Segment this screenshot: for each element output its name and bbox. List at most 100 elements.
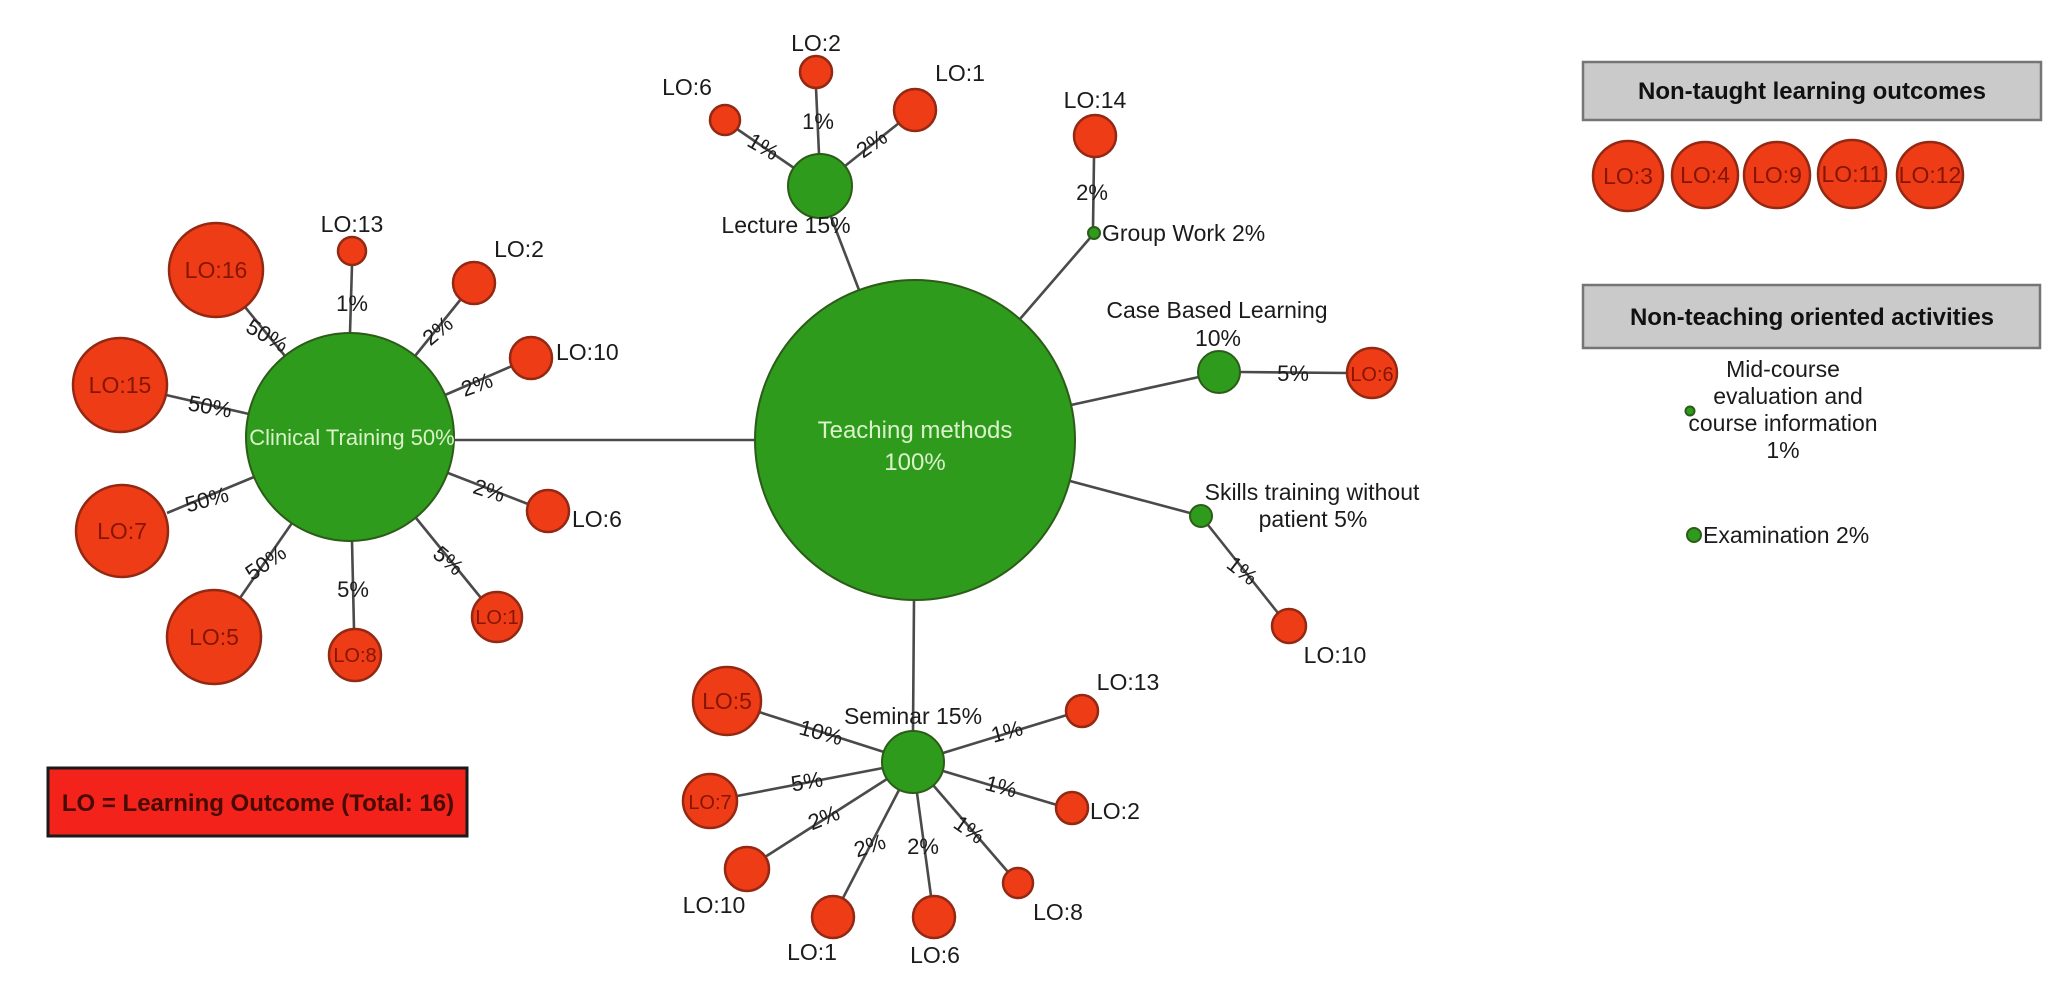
lo-label: LO:10 (683, 892, 746, 918)
outcome-clinical-lo8 (327, 627, 383, 683)
mid-course-line1: Mid-course (1726, 356, 1840, 382)
skills-label-line1: Skills training without (1205, 479, 1420, 505)
non-teaching-header-box (1581, 283, 2042, 350)
outcome-clinical-lo10 (508, 335, 554, 381)
edge-group-work-lo14 (1091, 157, 1096, 229)
lo-label: LO:10 (1304, 642, 1367, 668)
pct-label: 50% (242, 314, 293, 358)
nodes (71, 54, 1399, 940)
node-group-work (1087, 226, 1101, 240)
seminar-label: Seminar 15% (844, 703, 982, 729)
teaching-methods-label-line2: 100% (884, 449, 945, 476)
lo-label: LO:6 (1350, 364, 1393, 386)
outcome-clinical-lo13 (336, 235, 368, 267)
lo-label: LO:9 (1752, 162, 1802, 188)
outcome-seminar-lo2 (1054, 790, 1090, 826)
outcome-seminar-lo1 (810, 894, 856, 940)
node-seminar (881, 730, 945, 794)
lo-label: LO:2 (494, 236, 544, 262)
lo-label: LO:16 (185, 257, 248, 283)
lo-label: LO:14 (1064, 87, 1127, 113)
lo-label: LO:4 (1680, 162, 1730, 188)
pct-label: 5% (337, 577, 369, 602)
pct-label: 1% (336, 291, 368, 316)
lo-label: LO:11 (1822, 161, 1883, 187)
lo-label: LO:13 (321, 211, 384, 237)
edge-lecture-lo1 (844, 121, 900, 168)
outcome-nontaught-lo12 (1895, 140, 1965, 210)
outcome-clinical-lo6 (525, 488, 571, 534)
lo-label: LO:2 (791, 30, 841, 56)
node-teaching-methods (754, 279, 1076, 601)
edge-teaching-lecture (829, 216, 861, 291)
lo-label: LO:1 (935, 60, 985, 86)
method-labels: Teaching methods 100% Clinical Training … (249, 212, 1420, 729)
outcome-lecture-lo6 (708, 103, 742, 137)
outcome-clinical-lo1 (470, 590, 524, 644)
lo-label: LO:6 (662, 74, 712, 100)
mid-course-line3: course information (1688, 410, 1877, 436)
pct-label: 1% (802, 109, 834, 134)
group-work-label: Group Work 2% (1102, 220, 1265, 246)
pct-label: 2% (907, 834, 939, 859)
lo-label: LO:1 (787, 939, 837, 965)
outcome-seminar-lo6 (911, 894, 957, 940)
edge-teaching-skills (1069, 479, 1191, 515)
outcome-lecture-lo2 (798, 54, 834, 90)
lo-label: LO:8 (333, 645, 376, 667)
outcome-clinical-lo15 (71, 336, 169, 434)
edge-teaching-case-based (1070, 375, 1200, 407)
edge-seminar-lo5 (758, 710, 885, 754)
lo-label: LO:12 (1899, 162, 1962, 188)
pct-label: 2% (458, 367, 496, 401)
pct-label: 2% (851, 829, 889, 863)
outcome-clinical-lo2 (451, 260, 497, 306)
node-lecture (787, 153, 853, 219)
pct-label: 5% (789, 766, 825, 796)
lecture-outcome-labels: LO:6 1% LO:2 1% LO:1 2% (662, 30, 985, 165)
non-taught-header-box (1581, 60, 2043, 122)
outcome-nontaught-lo9 (1742, 140, 1812, 210)
edge-lecture-lo6 (736, 127, 795, 170)
edge-teaching-seminar (911, 599, 916, 732)
edge-clinical-lo6 (447, 471, 529, 506)
lo-label: LO:10 (556, 339, 619, 365)
outcome-group-work-lo14 (1072, 113, 1118, 159)
lo-label: LO:1 (475, 607, 518, 629)
edge-seminar-lo10 (764, 777, 888, 859)
outcome-nontaught-lo11 (1816, 138, 1888, 210)
edge-skills-lo10 (1206, 524, 1280, 614)
non-taught-panel: Non-taught learning outcomes LO:3 LO:4 L… (1581, 60, 2043, 213)
edge-seminar-lo7 (736, 766, 884, 798)
outcome-seminar-lo10 (723, 845, 771, 893)
pct-label: 50% (241, 540, 291, 586)
lo-label: LO:13 (1097, 669, 1160, 695)
outcome-clinical-lo5 (165, 588, 263, 686)
edge-clinical-lo1 (414, 517, 483, 599)
legend: LO = Learning Outcome (Total: 16) (46, 766, 469, 838)
pct-label: 50% (182, 482, 231, 518)
pct-label: 2% (804, 800, 843, 835)
outcome-nontaught-lo4 (1670, 140, 1740, 210)
edge-teaching-group-work (1019, 237, 1091, 320)
lo-label: LO:5 (702, 688, 752, 714)
outcome-seminar-lo5 (691, 665, 763, 737)
outcome-seminar-lo13 (1064, 693, 1100, 729)
outcome-skills-lo10 (1270, 607, 1308, 645)
lo-label: LO:5 (189, 624, 239, 650)
edge-clinical-lo7 (166, 475, 255, 515)
pct-label: 1% (743, 128, 783, 166)
lo-label: LO:6 (910, 942, 960, 968)
examination-label: Examination 2% (1703, 522, 1869, 548)
case-based-label-line1: Case Based Learning (1106, 297, 1327, 323)
lo-label: LO:2 (1090, 798, 1140, 824)
edge-clinical-lo16 (243, 306, 287, 357)
lecture-label: Lecture 15% (721, 212, 850, 238)
outcome-clinical-lo7 (74, 483, 170, 579)
lo-label: LO:6 (572, 506, 622, 532)
pct-label: 2% (1076, 180, 1108, 205)
skills-label-line2: patient 5% (1259, 506, 1368, 532)
edge-clinical-lo8 (350, 540, 356, 630)
case-based-label-line2: 10% (1195, 325, 1241, 351)
edge-seminar-lo1 (841, 789, 901, 899)
